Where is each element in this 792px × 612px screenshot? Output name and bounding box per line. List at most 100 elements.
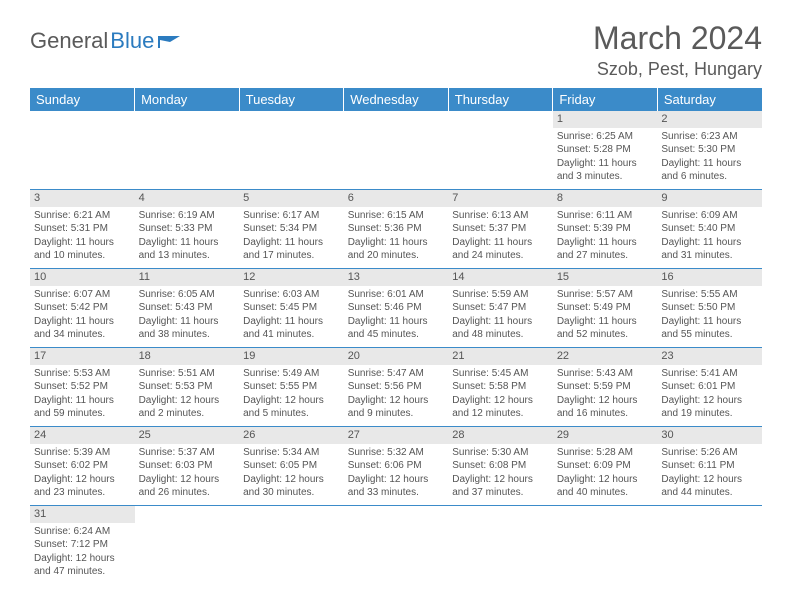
cell-info-line: Daylight: 12 hours (139, 473, 236, 487)
calendar-cell (657, 506, 762, 585)
cell-info-line: Daylight: 11 hours (243, 315, 340, 329)
calendar-body: 1Sunrise: 6:25 AMSunset: 5:28 PMDaylight… (30, 111, 762, 584)
cell-info-line: Sunset: 6:01 PM (661, 380, 758, 394)
cell-info-line: and 13 minutes. (139, 249, 236, 263)
cell-info-line: and 20 minutes. (348, 249, 445, 263)
cell-info-line: and 34 minutes. (34, 328, 131, 342)
cell-info-line: Sunrise: 5:51 AM (139, 367, 236, 381)
calendar-cell: 17Sunrise: 5:53 AMSunset: 5:52 PMDayligh… (30, 348, 135, 427)
cell-info-line: Sunrise: 6:24 AM (34, 525, 131, 539)
day-number (239, 111, 344, 113)
cell-info-line: Daylight: 11 hours (557, 315, 654, 329)
cell-info-line: Daylight: 11 hours (661, 236, 758, 250)
cell-info-line: and 52 minutes. (557, 328, 654, 342)
cell-info-line: Daylight: 11 hours (557, 157, 654, 171)
cell-info-line: Daylight: 11 hours (348, 315, 445, 329)
day-number: 15 (553, 269, 658, 286)
logo-flag-icon (158, 34, 180, 48)
title-block: March 2024 Szob, Pest, Hungary (593, 20, 762, 80)
calendar-cell: 30Sunrise: 5:26 AMSunset: 6:11 PMDayligh… (657, 427, 762, 506)
calendar-row: 3Sunrise: 6:21 AMSunset: 5:31 PMDaylight… (30, 190, 762, 269)
cell-info-line: Daylight: 11 hours (243, 236, 340, 250)
calendar-cell: 2Sunrise: 6:23 AMSunset: 5:30 PMDaylight… (657, 111, 762, 190)
cell-info-line: Sunrise: 5:53 AM (34, 367, 131, 381)
day-number: 14 (448, 269, 553, 286)
calendar-cell: 3Sunrise: 6:21 AMSunset: 5:31 PMDaylight… (30, 190, 135, 269)
cell-info-line: and 12 minutes. (452, 407, 549, 421)
cell-info-line: Sunrise: 6:07 AM (34, 288, 131, 302)
day-number: 7 (448, 190, 553, 207)
cell-info-line: Daylight: 11 hours (661, 157, 758, 171)
cell-info-line: Sunset: 5:46 PM (348, 301, 445, 315)
calendar-cell (135, 506, 240, 585)
cell-info-line: Sunrise: 5:45 AM (452, 367, 549, 381)
cell-info-line: Sunset: 5:49 PM (557, 301, 654, 315)
day-number: 12 (239, 269, 344, 286)
cell-info-line: Daylight: 11 hours (557, 236, 654, 250)
cell-info-line: Sunrise: 5:26 AM (661, 446, 758, 460)
cell-info-line: Sunset: 6:08 PM (452, 459, 549, 473)
cell-info-line: and 59 minutes. (34, 407, 131, 421)
cell-info-line: Sunset: 6:03 PM (139, 459, 236, 473)
cell-info-line: Sunset: 5:36 PM (348, 222, 445, 236)
weekday-header: Sunday (30, 88, 135, 111)
cell-info-line: and 31 minutes. (661, 249, 758, 263)
cell-info-line: Daylight: 12 hours (661, 394, 758, 408)
cell-info-line: Sunset: 6:09 PM (557, 459, 654, 473)
cell-info-line: and 38 minutes. (139, 328, 236, 342)
cell-info-line: Sunset: 6:05 PM (243, 459, 340, 473)
cell-info-line: Sunrise: 6:13 AM (452, 209, 549, 223)
calendar-cell: 26Sunrise: 5:34 AMSunset: 6:05 PMDayligh… (239, 427, 344, 506)
calendar-cell (448, 111, 553, 190)
cell-info-line: Sunrise: 5:30 AM (452, 446, 549, 460)
cell-info-line: Sunset: 5:56 PM (348, 380, 445, 394)
cell-info-line: Sunrise: 6:15 AM (348, 209, 445, 223)
cell-info-line: Sunrise: 5:47 AM (348, 367, 445, 381)
cell-info-line: Daylight: 12 hours (557, 394, 654, 408)
cell-info-line: and 6 minutes. (661, 170, 758, 184)
day-number: 29 (553, 427, 658, 444)
cell-info-line: Daylight: 11 hours (452, 315, 549, 329)
day-number: 23 (657, 348, 762, 365)
cell-info-line: and 48 minutes. (452, 328, 549, 342)
cell-info-line: and 33 minutes. (348, 486, 445, 500)
day-number: 18 (135, 348, 240, 365)
cell-info-line: and 40 minutes. (557, 486, 654, 500)
day-number: 25 (135, 427, 240, 444)
day-number: 27 (344, 427, 449, 444)
day-number: 8 (553, 190, 658, 207)
cell-info-line: Sunset: 6:06 PM (348, 459, 445, 473)
calendar-cell: 13Sunrise: 6:01 AMSunset: 5:46 PMDayligh… (344, 269, 449, 348)
calendar-row: 10Sunrise: 6:07 AMSunset: 5:42 PMDayligh… (30, 269, 762, 348)
cell-info-line: and 19 minutes. (661, 407, 758, 421)
cell-info-line: and 44 minutes. (661, 486, 758, 500)
cell-info-line: Daylight: 11 hours (139, 315, 236, 329)
day-number (344, 111, 449, 113)
weekday-header: Monday (135, 88, 240, 111)
cell-info-line: Sunrise: 6:25 AM (557, 130, 654, 144)
day-number: 3 (30, 190, 135, 207)
cell-info-line: Daylight: 11 hours (661, 315, 758, 329)
calendar-cell: 11Sunrise: 6:05 AMSunset: 5:43 PMDayligh… (135, 269, 240, 348)
calendar-cell: 1 Sunrise: 6:25 AMSunset: 5:28 PMDaylight… (553, 111, 658, 190)
cell-info-line: Daylight: 12 hours (452, 394, 549, 408)
cell-info-line: Sunset: 5:53 PM (139, 380, 236, 394)
day-number: 30 (657, 427, 762, 444)
cell-info-line: and 26 minutes. (139, 486, 236, 500)
cell-info-line: Sunset: 5:37 PM (452, 222, 549, 236)
cell-info-line: Sunset: 5:34 PM (243, 222, 340, 236)
cell-info-line: Sunset: 5:28 PM (557, 143, 654, 157)
cell-info-line: Daylight: 12 hours (661, 473, 758, 487)
cell-info-line: Daylight: 12 hours (348, 394, 445, 408)
calendar-cell (448, 506, 553, 585)
calendar-row: 31Sunrise: 6:24 AMSunset: 7:12 PMDayligh… (30, 506, 762, 585)
day-number: 1 (553, 111, 658, 128)
calendar-cell: 22Sunrise: 5:43 AMSunset: 5:59 PMDayligh… (553, 348, 658, 427)
cell-info-line: and 55 minutes. (661, 328, 758, 342)
calendar-cell: 4Sunrise: 6:19 AMSunset: 5:33 PMDaylight… (135, 190, 240, 269)
weekday-header: Thursday (448, 88, 553, 111)
calendar-cell (239, 111, 344, 190)
calendar-cell: 5Sunrise: 6:17 AMSunset: 5:34 PMDaylight… (239, 190, 344, 269)
cell-info-line: Daylight: 11 hours (34, 236, 131, 250)
cell-info-line: Sunset: 5:59 PM (557, 380, 654, 394)
